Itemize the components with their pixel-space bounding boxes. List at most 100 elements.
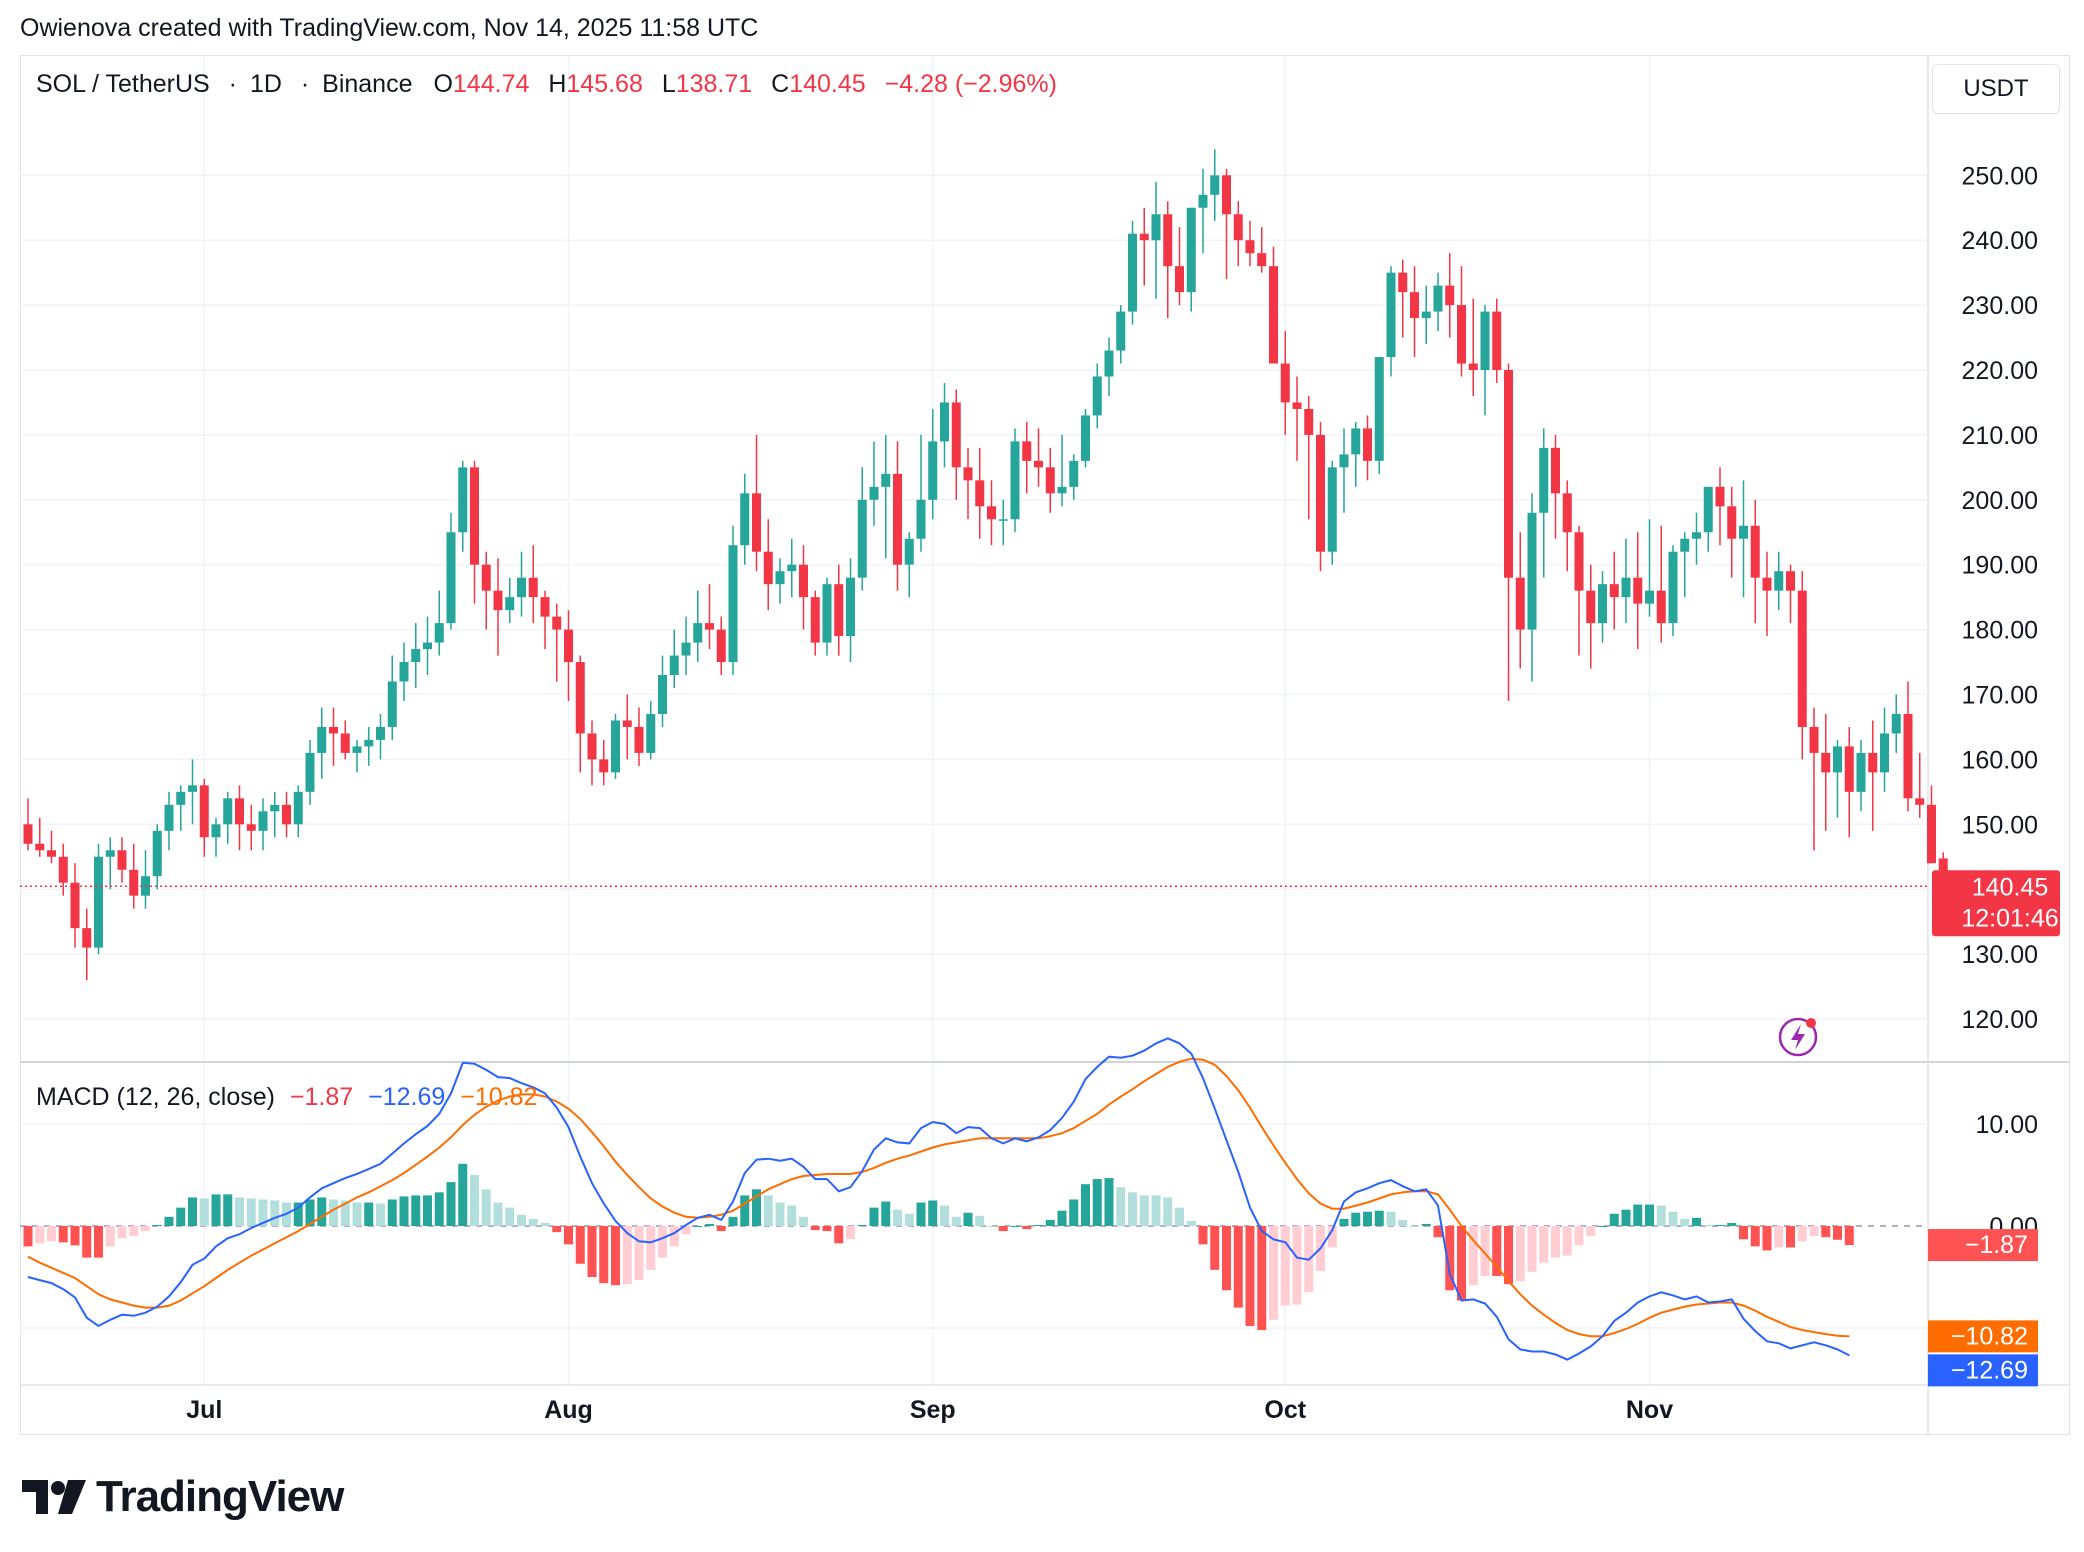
macd-hist-bar <box>963 1212 973 1226</box>
macd-hist-bar <box>1410 1226 1419 1227</box>
macd-hist-bar <box>1539 1226 1549 1263</box>
lightning-icon[interactable] <box>1778 1017 1818 1057</box>
macd-hist-bar <box>693 1226 703 1227</box>
candle-down <box>493 590 503 611</box>
macd-hist-bar <box>1245 1226 1255 1326</box>
macd-hist-bar <box>775 1202 785 1226</box>
candle-up <box>1339 454 1349 468</box>
macd-hist-bar <box>235 1197 244 1226</box>
candle-up <box>505 597 515 611</box>
macd-hist-bar <box>822 1226 832 1232</box>
macd-hist-bar <box>293 1202 303 1226</box>
candle-up <box>787 564 797 572</box>
macd-title[interactable]: MACD (12, 26, close) <box>36 1083 275 1111</box>
candle-down <box>340 733 350 753</box>
tradingview-logo[interactable]: TradingView <box>22 1472 344 1522</box>
macd-hist-bar <box>329 1199 338 1226</box>
macd-hist-bar <box>1398 1219 1408 1226</box>
candle-down <box>1844 746 1854 792</box>
candle-down <box>599 759 609 773</box>
macd-hist-bar <box>1668 1211 1678 1226</box>
candle-up <box>152 830 162 877</box>
legend-symbol[interactable]: SOL / TetherUS <box>36 70 210 98</box>
macd-hist-bar <box>1468 1226 1478 1286</box>
candle-up <box>1374 357 1384 461</box>
price-tags: 140.45 12:01:46 −1.87 −10.82 −12.69 <box>1778 870 2060 1387</box>
macd-hist-bar <box>1363 1211 1372 1226</box>
candle-up <box>188 785 197 792</box>
candle-down <box>1022 441 1032 461</box>
macd-hist-bar <box>364 1202 374 1226</box>
macd-hist-bar <box>94 1226 103 1258</box>
lightning-icon-ring <box>1778 1017 1818 1057</box>
candle-up <box>1856 752 1866 792</box>
macd-hist-bar <box>1034 1224 1043 1226</box>
candle-up <box>1891 713 1901 734</box>
candle-down <box>528 577 538 598</box>
candle-up <box>305 752 315 792</box>
candle-up <box>1539 447 1549 513</box>
candle-down <box>540 597 550 617</box>
candle-up <box>1645 590 1654 604</box>
candle-up <box>387 681 397 727</box>
macd-hist-bar <box>1739 1226 1748 1240</box>
legend-separator: · <box>228 70 237 98</box>
candle-up <box>740 493 750 546</box>
candle-up <box>517 577 526 598</box>
candle-up <box>1527 512 1537 630</box>
macd-hist-bar <box>1633 1204 1643 1226</box>
macd-line-tag <box>1928 1354 2038 1387</box>
candle-down <box>575 662 585 734</box>
macd-hist-bar <box>1586 1226 1596 1237</box>
macd-hist-bar <box>1292 1226 1302 1305</box>
macd-hist-bar <box>1492 1226 1502 1276</box>
macd-hist-bar <box>105 1226 115 1247</box>
macd-hist-bar <box>1210 1226 1220 1270</box>
macd-hist-bar <box>1327 1226 1337 1248</box>
macd-hist-bar <box>1386 1211 1396 1226</box>
candle-up <box>94 856 103 948</box>
candle-down <box>810 597 820 643</box>
candle-up <box>423 642 432 650</box>
macd-hist-bar <box>117 1226 127 1239</box>
candle-up <box>164 804 174 831</box>
macd-signal-line <box>27 1057 1850 1338</box>
open-value: 144.74 <box>452 70 530 98</box>
candle-up <box>693 623 703 643</box>
macd-hist-bar <box>82 1226 92 1258</box>
macd-hist-bar <box>1421 1223 1431 1226</box>
currency-button[interactable]: USDT <box>1932 64 2060 114</box>
macd-hist-bar <box>1797 1226 1807 1242</box>
macd-hist-bar <box>1656 1205 1666 1226</box>
price-tick-label: 230.00 <box>1962 292 2038 320</box>
macd-hist-bar <box>1257 1226 1267 1331</box>
candle-up <box>1833 746 1842 773</box>
macd-hist-bar <box>928 1200 938 1226</box>
macd-hist-bar <box>1128 1192 1137 1226</box>
candle-up <box>1880 733 1889 773</box>
candle-down <box>1316 434 1325 552</box>
candle-up <box>434 623 444 643</box>
macd-hist-bar <box>1621 1209 1631 1226</box>
price-tick-label: 160.00 <box>1962 746 2038 774</box>
candle-down <box>129 869 139 896</box>
macd-hist-bar <box>1233 1226 1243 1308</box>
candle-up <box>1198 194 1208 208</box>
macd-hist-bar <box>728 1216 738 1226</box>
candle-down <box>1715 486 1725 507</box>
price-tick-label: 170.00 <box>1962 682 2038 710</box>
macd-hist-bar <box>470 1175 479 1226</box>
legend-interval[interactable]: 1D <box>249 70 282 98</box>
price-tick-label: 150.00 <box>1962 811 2038 839</box>
macd-hist-bar <box>493 1202 503 1226</box>
candle-down <box>1903 713 1913 799</box>
candle-down <box>1410 292 1419 319</box>
candle-up <box>1680 538 1690 552</box>
candle-down <box>481 564 491 591</box>
candle-down <box>1045 467 1055 494</box>
candle-up <box>105 850 115 857</box>
candle-down <box>1163 214 1173 267</box>
candle-down <box>1574 532 1584 591</box>
macd-hist-bar <box>211 1194 221 1226</box>
